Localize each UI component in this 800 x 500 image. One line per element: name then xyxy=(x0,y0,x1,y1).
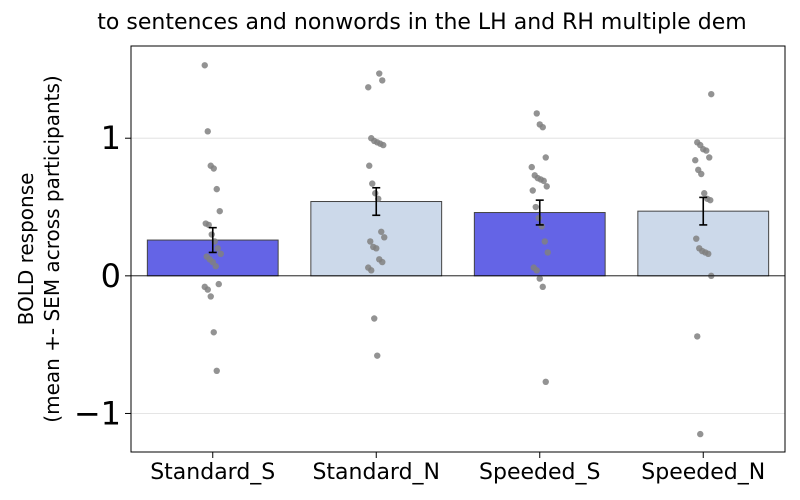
data-point xyxy=(693,235,700,242)
data-point xyxy=(539,124,546,131)
data-point xyxy=(216,207,223,215)
data-point xyxy=(212,263,219,270)
data-point xyxy=(706,154,713,161)
data-point xyxy=(540,177,547,185)
data-point xyxy=(214,245,221,252)
data-point xyxy=(205,221,212,229)
data-point xyxy=(701,190,708,197)
data-point xyxy=(207,293,214,300)
data-point xyxy=(210,329,217,336)
x-axis-ticks: Standard_S Standard_N Speeded_S Speeded_N xyxy=(150,452,765,485)
scatter-points xyxy=(201,62,715,438)
chart-title: to sentences and nonwords in the LH and … xyxy=(97,10,746,35)
data-point xyxy=(541,238,548,245)
y-axis-label-line1: BOLD response xyxy=(14,173,38,326)
bars xyxy=(146,201,770,277)
y-axis-label-line2: (mean +- SEM across participants) xyxy=(40,75,64,422)
data-point xyxy=(542,154,549,161)
data-point xyxy=(536,275,543,282)
data-point xyxy=(543,183,550,190)
error-bars xyxy=(208,186,708,254)
data-point xyxy=(213,367,220,374)
data-point xyxy=(705,250,712,258)
data-point xyxy=(204,128,211,135)
data-point xyxy=(528,163,535,171)
data-point xyxy=(371,315,378,322)
y-tick-label: 1 xyxy=(101,119,121,157)
y-tick-label: −1 xyxy=(74,394,121,432)
x-tick-label: Standard_N xyxy=(312,460,440,485)
data-point xyxy=(368,267,375,274)
data-point xyxy=(542,378,549,386)
data-point xyxy=(697,430,704,438)
data-point xyxy=(539,283,546,291)
data-point xyxy=(201,62,208,69)
data-point xyxy=(366,162,373,169)
data-point xyxy=(380,141,387,149)
data-point xyxy=(373,245,380,252)
x-tick-label: Speeded_S xyxy=(479,460,600,485)
x-tick-label: Standard_S xyxy=(150,460,275,485)
data-point xyxy=(532,203,539,211)
data-point xyxy=(208,231,215,238)
data-point xyxy=(707,196,714,204)
data-point xyxy=(210,165,217,172)
x-tick-label: Speeded_N xyxy=(641,460,765,485)
data-point xyxy=(369,180,376,187)
data-point xyxy=(367,238,374,245)
y-tick-label: 0 xyxy=(101,257,121,295)
data-point xyxy=(544,249,551,256)
plot-frame xyxy=(130,45,786,453)
data-point xyxy=(379,258,386,266)
data-point xyxy=(381,234,388,241)
data-point xyxy=(698,170,705,178)
data-point xyxy=(215,280,222,288)
data-point xyxy=(529,187,536,194)
data-point xyxy=(365,84,372,91)
data-point xyxy=(376,70,383,77)
data-point xyxy=(217,250,224,258)
data-point xyxy=(372,190,379,197)
data-point xyxy=(213,185,220,193)
data-point xyxy=(708,90,715,98)
data-point xyxy=(379,77,386,84)
data-point xyxy=(204,286,211,293)
gridlines xyxy=(131,137,785,414)
y-axis-ticks: −1 0 1 xyxy=(74,119,131,432)
data-point xyxy=(694,333,701,340)
data-point xyxy=(703,147,710,154)
data-point xyxy=(533,267,540,274)
data-point xyxy=(378,228,385,235)
data-point xyxy=(533,110,540,117)
data-point xyxy=(374,352,381,359)
data-point xyxy=(535,214,542,222)
data-point xyxy=(692,157,699,164)
